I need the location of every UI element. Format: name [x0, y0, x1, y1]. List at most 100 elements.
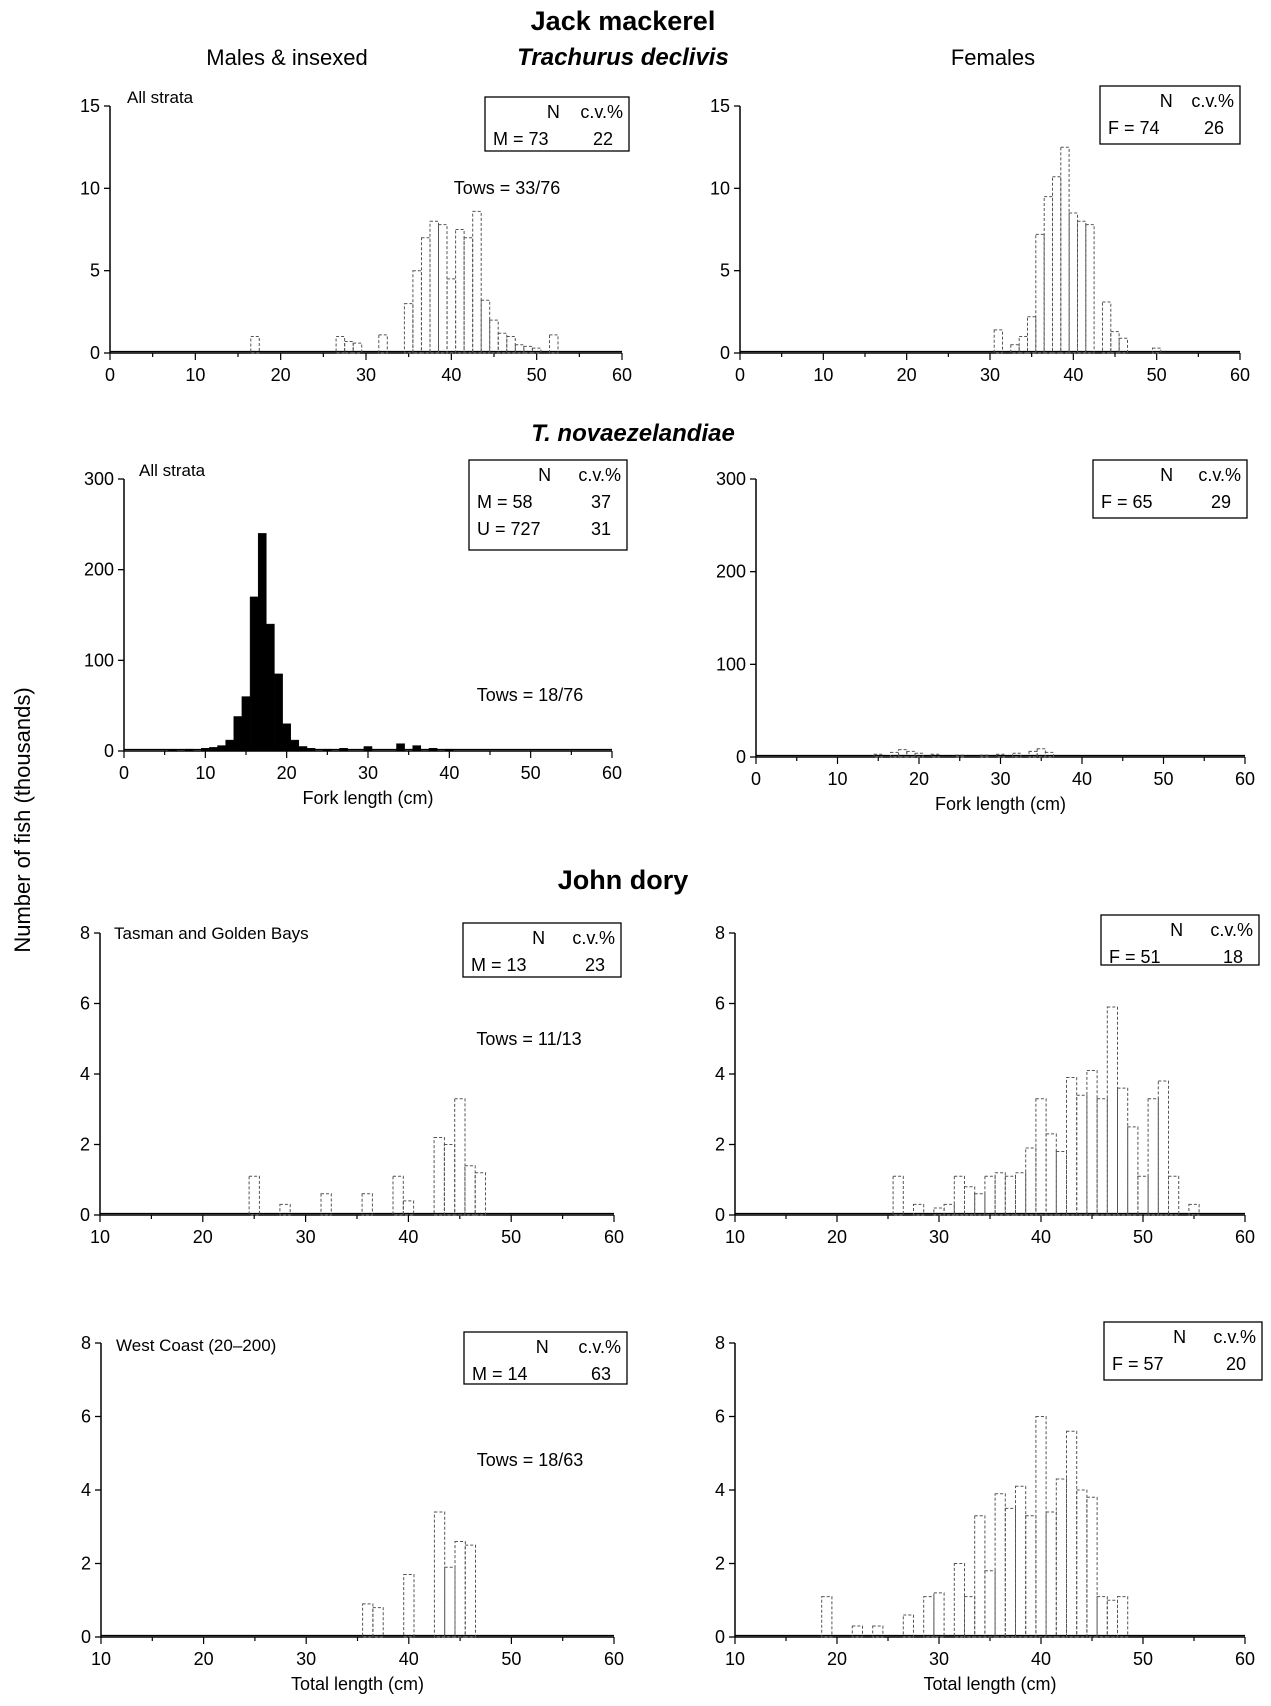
c6-x-tick-label-30: 30	[929, 1227, 949, 1247]
c5-x-tick-label-20: 20	[193, 1227, 213, 1247]
c3-legend-row-1-label: U = 727	[477, 519, 541, 539]
c7-x-tick-label-10: 10	[91, 1649, 111, 1669]
c7-y-tick-label-6: 6	[81, 1407, 91, 1427]
c7-legend-box	[463, 1331, 628, 1385]
c8-bar-40	[1035, 1416, 1047, 1638]
c8-legend-header-n: N	[1173, 1327, 1186, 1347]
c7-legend-row-0-label: M = 14	[472, 1364, 528, 1384]
c2-y-tick-label-10: 10	[710, 178, 730, 198]
c5-bar-47	[474, 1172, 487, 1216]
heading-males-insexed: Males & insexed	[206, 45, 367, 70]
c7-bar-40	[403, 1574, 415, 1638]
c5-legend-box	[462, 922, 622, 978]
c4-x-tick-label-30: 30	[990, 769, 1010, 789]
c6-bar-44	[1076, 1094, 1088, 1216]
c7-region-label: West Coast (20–200)	[116, 1336, 276, 1355]
c4-y-tick-label-200: 200	[716, 562, 746, 582]
c8-legend-row-0-label: F = 57	[1112, 1354, 1164, 1374]
heading-t-novaezelandiae: T. novaezelandiae	[531, 420, 735, 447]
c3-y-tick-label-200: 200	[84, 560, 114, 580]
c4-legend-header-n: N	[1160, 465, 1173, 485]
c5-tows-label: Tows = 11/13	[476, 1029, 581, 1049]
c6-bar-36	[994, 1172, 1006, 1216]
c2-bar-36	[1035, 233, 1045, 354]
c6-bar-45	[1086, 1070, 1098, 1216]
c6-bar-32	[953, 1175, 965, 1216]
c3-bar-13	[225, 739, 235, 752]
c4-bar-30	[995, 753, 1006, 758]
c6-bar-39	[1025, 1147, 1037, 1216]
c2-bar-39	[1060, 146, 1070, 354]
c5-region-label: Tasman and Golden Bays	[114, 924, 309, 943]
c3-x-tick-label-20: 20	[277, 763, 297, 783]
c1-x-tick-label-40: 40	[441, 365, 461, 385]
c1-bar-47	[506, 336, 516, 354]
c6-bar-50	[1137, 1175, 1149, 1216]
c6-bar-41	[1045, 1133, 1057, 1216]
c1-y-tick-label-0: 0	[90, 343, 100, 363]
c6-y-tick-label-0: 0	[715, 1205, 725, 1225]
c1-legend-header-n: N	[547, 102, 560, 122]
c3-x-axis-label: Fork length (cm)	[302, 788, 433, 808]
c8-x-tick-label-50: 50	[1133, 1649, 1153, 1669]
c8-bar-34	[974, 1515, 986, 1638]
c1-x-tick-label-60: 60	[612, 365, 632, 385]
c1-bar-36	[412, 270, 422, 354]
c3-x-tick-label-30: 30	[358, 763, 378, 783]
c3-y-tick-label-0: 0	[104, 741, 114, 761]
c3-x-tick-label-10: 10	[195, 763, 215, 783]
c3-bar-12	[217, 745, 226, 752]
c1-x-tick-label-50: 50	[527, 365, 547, 385]
c5-x-tick-label-50: 50	[501, 1227, 521, 1247]
c4-x-axis-label: Fork length (cm)	[935, 794, 1066, 814]
c3-bar-21	[290, 739, 300, 752]
c2-y-tick-label-0: 0	[720, 343, 730, 363]
c4-x-tick-label-40: 40	[1072, 769, 1092, 789]
c7-bar-43	[433, 1511, 446, 1638]
c8-y-tick-label-8: 8	[715, 1333, 725, 1353]
c8-y-tick-label-6: 6	[715, 1407, 725, 1427]
c8-bar-39	[1025, 1515, 1037, 1638]
c3-bar-16	[249, 596, 259, 752]
c8-x-axis-label: Total length (cm)	[923, 1674, 1056, 1694]
c2-bar-35	[1027, 316, 1037, 354]
c6-y-tick-label-4: 4	[715, 1064, 725, 1084]
c1-legend-row-0-label: M = 73	[493, 129, 549, 149]
c6-bar-53	[1168, 1175, 1180, 1216]
c6-bar-26	[892, 1175, 904, 1216]
c6-bar-49	[1127, 1126, 1139, 1216]
c2-bar-45	[1110, 331, 1120, 354]
c7-x-tick-label-40: 40	[399, 1649, 419, 1669]
c1-y-tick-label-10: 10	[80, 178, 100, 198]
c7-tows-label: Tows = 18/63	[477, 1450, 584, 1470]
c4-legend-row-0-cv: 29	[1211, 492, 1231, 512]
c3-bar-19	[274, 673, 283, 752]
c5-legend-row-0-label: M = 13	[471, 955, 527, 975]
c6-bar-35	[984, 1175, 996, 1216]
c5-y-tick-label-8: 8	[80, 923, 90, 943]
c7-x-axis-label: Total length (cm)	[291, 1674, 424, 1694]
c8-x-tick-label-10: 10	[725, 1649, 745, 1669]
c6-bar-43	[1066, 1077, 1078, 1216]
c3-bar-15	[241, 696, 251, 752]
c6-x-tick-label-40: 40	[1031, 1227, 1051, 1247]
c3-bar-17	[257, 533, 267, 752]
c4-y-tick-label-300: 300	[716, 469, 746, 489]
c4-x-tick-label-20: 20	[909, 769, 929, 789]
c1-bar-35	[403, 303, 414, 354]
c1-y-tick-label-5: 5	[90, 261, 100, 281]
c7-x-tick-label-60: 60	[604, 1649, 624, 1669]
c4-bar-15	[873, 753, 883, 758]
c1-x-tick-label-20: 20	[271, 365, 291, 385]
c2-x-tick-label-10: 10	[813, 365, 833, 385]
c4-x-tick-label-0: 0	[751, 769, 761, 789]
c3-bar-27	[339, 748, 348, 752]
c5-y-tick-label-0: 0	[80, 1205, 90, 1225]
c6-bar-52	[1157, 1080, 1170, 1216]
c1-bar-50	[531, 347, 542, 354]
c4-bar-19	[906, 750, 916, 758]
c3-legend-header-cv: c.v.%	[578, 465, 621, 485]
c1-bar-41	[455, 229, 465, 354]
c7-bar-37	[372, 1607, 384, 1638]
